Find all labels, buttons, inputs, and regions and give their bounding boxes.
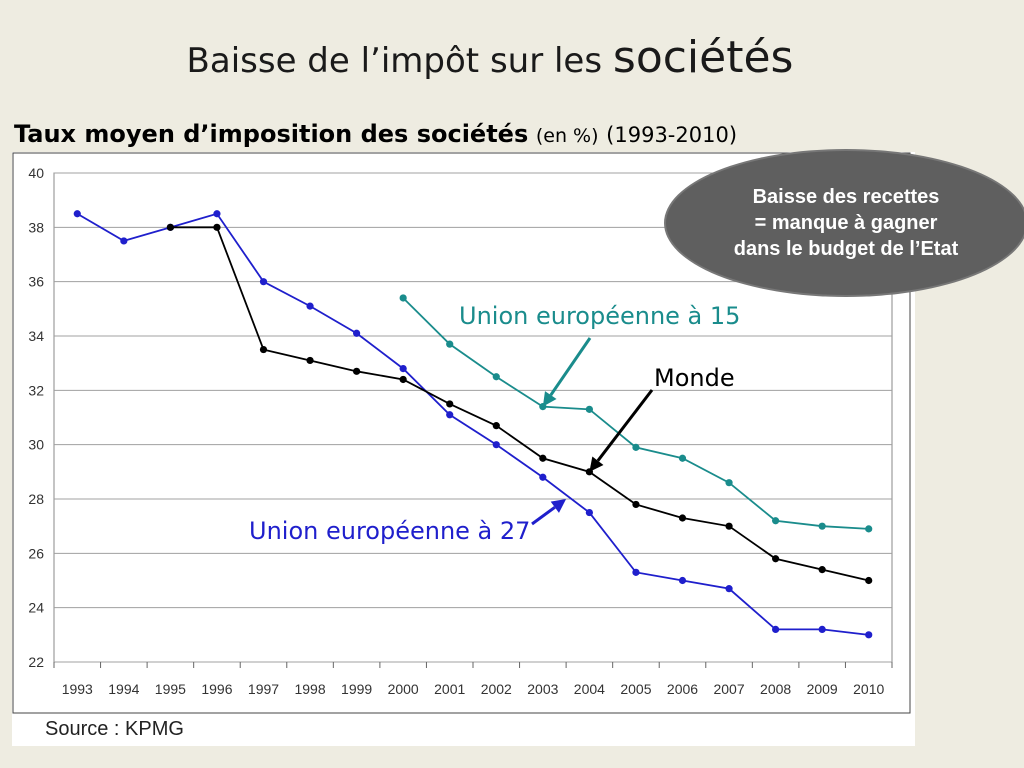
data-point-monde xyxy=(353,367,361,375)
slide-title-emphasis: sociétés xyxy=(612,32,794,83)
data-point-union-europeenne-a-27 xyxy=(306,302,314,310)
x-tick-label: 2007 xyxy=(713,681,744,697)
data-point-union-europeenne-a-15 xyxy=(585,405,593,413)
x-tick-label: 2008 xyxy=(760,681,791,697)
annotation-arrow-shaft xyxy=(549,337,592,396)
x-tick-label: 1995 xyxy=(155,681,186,697)
data-point-union-europeenne-a-27 xyxy=(818,625,826,633)
data-point-union-europeenne-a-27 xyxy=(865,631,873,639)
annotation-label: Union européenne à 27 xyxy=(249,517,530,545)
x-tick-label: 1998 xyxy=(294,681,325,697)
x-tick-label: 1994 xyxy=(108,681,139,697)
slide-title-main: Baisse de l’impôt sur les xyxy=(186,41,613,81)
x-tick-label: 2010 xyxy=(853,681,884,697)
x-tick-label: 1996 xyxy=(201,681,232,697)
data-point-union-europeenne-a-27 xyxy=(539,473,547,481)
annotation-arrow-shaft xyxy=(531,506,556,526)
data-point-monde xyxy=(632,500,640,509)
data-point-union-europeenne-a-27 xyxy=(585,508,593,517)
data-point-union-europeenne-a-27 xyxy=(213,210,221,218)
x-tick-label: 2002 xyxy=(481,681,512,697)
callout-line-1: Baisse des recettes xyxy=(752,186,940,208)
y-tick-label: 38 xyxy=(28,219,44,235)
x-tick-label: 2004 xyxy=(574,681,605,697)
slide-title: Baisse de l’impôt sur les sociétés xyxy=(0,32,980,83)
subtitle-main: Taux moyen d’imposition des sociétés xyxy=(14,120,529,148)
annotation-label: Monde xyxy=(654,364,735,392)
data-point-monde xyxy=(725,522,733,530)
subtitle-unit: (en %) xyxy=(535,125,599,147)
x-tick-label: 2006 xyxy=(667,681,698,697)
data-point-monde xyxy=(213,223,221,231)
data-point-union-europeenne-a-27 xyxy=(120,237,128,245)
x-tick-label: 2003 xyxy=(527,681,558,697)
subtitle-years: (1993-2010) xyxy=(606,123,738,147)
annotation-arrow-head xyxy=(589,456,604,472)
callout-line-2: = manque à gagner xyxy=(754,212,938,234)
annotation-arrow-head xyxy=(542,391,557,407)
data-point-union-europeenne-a-27 xyxy=(492,441,500,449)
y-tick-label: 22 xyxy=(28,654,44,670)
chart-subtitle: Taux moyen d’imposition des sociétés (en… xyxy=(14,120,737,148)
x-tick-label: 2009 xyxy=(807,681,838,697)
data-point-union-europeenne-a-27 xyxy=(73,210,81,218)
data-point-union-europeenne-a-15 xyxy=(865,525,873,533)
y-tick-label: 24 xyxy=(28,600,44,616)
data-point-monde xyxy=(446,400,454,408)
data-point-monde xyxy=(539,454,547,462)
data-point-union-europeenne-a-15 xyxy=(772,517,780,525)
data-point-monde xyxy=(166,223,174,231)
data-point-monde xyxy=(818,566,826,574)
data-point-union-europeenne-a-27 xyxy=(399,365,407,373)
y-tick-label: 28 xyxy=(28,491,44,507)
data-point-monde xyxy=(678,514,687,522)
y-tick-label: 34 xyxy=(28,328,44,344)
data-point-union-europeenne-a-27 xyxy=(772,625,780,633)
data-point-monde xyxy=(259,345,268,354)
y-tick-label: 32 xyxy=(28,382,44,398)
annotation-arrow-shaft xyxy=(596,389,654,462)
x-tick-label: 1997 xyxy=(248,681,279,697)
data-point-union-europeenne-a-27 xyxy=(353,329,361,337)
data-point-union-europeenne-a-27 xyxy=(632,568,640,576)
annotation-arrow-head xyxy=(550,499,567,513)
y-tick-label: 36 xyxy=(28,274,44,290)
data-point-union-europeenne-a-15 xyxy=(678,454,687,462)
x-tick-label: 2000 xyxy=(388,681,419,697)
data-point-union-europeenne-a-15 xyxy=(725,479,733,487)
y-tick-label: 30 xyxy=(28,437,44,453)
callout-line-3: dans le budget de l’Etat xyxy=(733,238,959,260)
y-tick-label: 26 xyxy=(28,545,44,561)
data-point-union-europeenne-a-27 xyxy=(678,576,687,585)
series-line-monde xyxy=(170,226,869,582)
data-point-monde xyxy=(865,576,873,585)
data-point-union-europeenne-a-27 xyxy=(259,278,268,286)
data-point-union-europeenne-a-15 xyxy=(818,522,826,530)
source-note: Source : KPMG xyxy=(45,718,184,740)
data-point-union-europeenne-a-15 xyxy=(632,443,640,451)
x-tick-label: 1993 xyxy=(62,681,93,697)
chart-outer-frame xyxy=(12,152,911,714)
data-point-monde xyxy=(306,356,314,365)
annotation-label: Union européenne à 15 xyxy=(459,302,740,330)
data-point-monde xyxy=(772,555,780,563)
data-point-union-europeenne-a-27 xyxy=(446,411,454,419)
series-line-union-europeenne-a-27 xyxy=(76,212,869,636)
data-point-monde xyxy=(492,422,500,430)
data-point-union-europeenne-a-27 xyxy=(725,585,733,593)
data-point-monde xyxy=(399,375,407,384)
callout-bubble: Baisse des recettes = manque à gagner da… xyxy=(666,151,1024,295)
x-tick-label: 1999 xyxy=(341,681,372,697)
x-tick-label: 2005 xyxy=(620,681,651,697)
y-tick-label: 40 xyxy=(28,165,44,181)
data-point-union-europeenne-a-15 xyxy=(399,294,407,302)
x-tick-label: 2001 xyxy=(434,681,465,697)
data-point-union-europeenne-a-15 xyxy=(446,340,454,348)
data-point-union-europeenne-a-15 xyxy=(492,373,500,381)
